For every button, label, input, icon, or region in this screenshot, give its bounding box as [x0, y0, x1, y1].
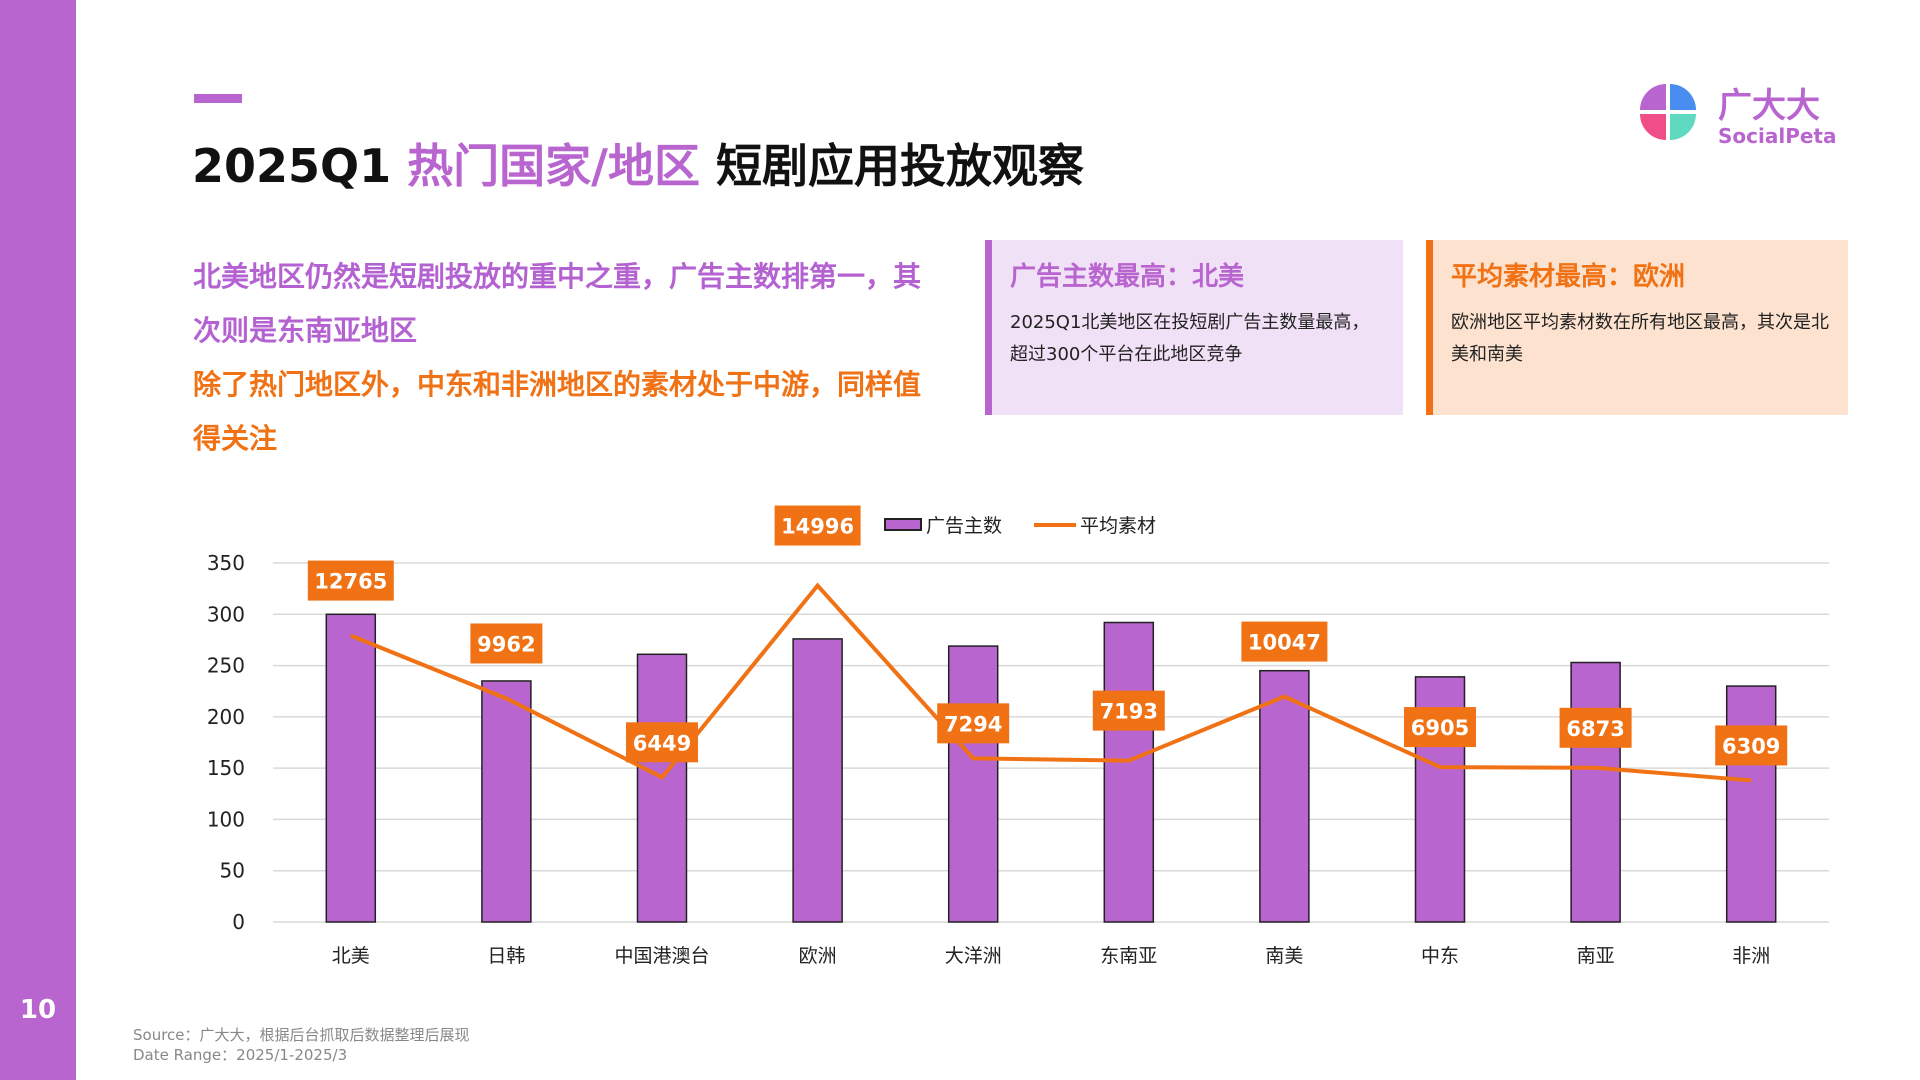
logo-text-en: SocialPeta	[1718, 124, 1837, 148]
bar	[1570, 661, 1621, 923]
card-top-creatives: 平均素材最高：欧洲 欧洲地区平均素材数在所有地区最高，其次是北美和南美	[1426, 240, 1848, 415]
data-label-box	[626, 722, 698, 763]
sidebar	[0, 0, 76, 1080]
data-label-box	[1241, 621, 1328, 662]
chart-legend: 广告主数 平均素材	[884, 511, 1156, 538]
y-tick-label: 50	[220, 859, 245, 883]
intro-text: 北美地区仍然是短剧投放的重中之重，广告主数排第一，其次则是东南亚地区 除了热门地…	[193, 250, 933, 466]
bar	[325, 613, 377, 923]
x-tick-label: 非洲	[1732, 945, 1770, 967]
card-body: 欧洲地区平均素材数在所有地区最高，其次是北美和南美	[1451, 312, 1829, 365]
y-tick-label: 200	[207, 705, 245, 729]
y-tick-label: 0	[232, 910, 245, 934]
x-tick-label: 大洋洲	[945, 945, 1002, 967]
data-label-box	[1092, 690, 1165, 731]
y-tick-label: 100	[207, 807, 245, 831]
data-label: 6449	[633, 731, 691, 755]
source-note: Source：广大大，根据后台抓取后数据整理后展现 Date Range：202…	[133, 1025, 470, 1065]
data-label: 7294	[944, 712, 1002, 736]
socialpeta-logo-icon	[1640, 84, 1696, 140]
legend-label-line: 平均素材	[1080, 515, 1157, 537]
logo-text-cn: 广大大	[1718, 86, 1820, 126]
bar	[481, 680, 532, 923]
card-body: 2025Q1北美地区在投短剧广告主数量最高，超过300个平台在此地区竞争	[1010, 312, 1370, 365]
x-tick-label: 北美	[332, 945, 370, 967]
title-suffix: 短剧应用投放观察	[715, 139, 1084, 193]
data-label-box	[774, 505, 861, 546]
y-tick-label: 250	[207, 654, 245, 678]
title-accent-bar	[194, 94, 242, 103]
line-series	[350, 582, 1752, 783]
date-range-text: Date Range：2025/1-2025/3	[133, 1046, 348, 1064]
bar	[1103, 621, 1155, 923]
data-label: 6873	[1566, 717, 1624, 741]
data-label-box	[1559, 707, 1632, 748]
data-label-box	[937, 703, 1010, 744]
legend-swatch-bar	[884, 518, 922, 531]
x-tick-label: 中东	[1421, 945, 1459, 967]
data-label: 10047	[1248, 631, 1321, 655]
data-label-box	[470, 623, 543, 664]
title-prefix: 2025Q1	[192, 139, 392, 193]
data-label-box	[1715, 725, 1788, 766]
card-top-advertisers: 广告主数最高：北美 2025Q1北美地区在投短剧广告主数量最高，超过300个平台…	[985, 240, 1403, 415]
legend-swatch-line	[1034, 522, 1077, 527]
x-tick-label: 南亚	[1577, 945, 1615, 967]
data-label: 12765	[314, 570, 387, 594]
x-tick-label: 东南亚	[1100, 945, 1157, 967]
bar	[636, 653, 688, 923]
intro-line-2: 除了热门地区外，中东和非洲地区的素材处于中游，同样值得关注	[193, 368, 922, 455]
bar	[792, 638, 843, 923]
data-label: 7193	[1100, 700, 1158, 724]
x-tick-label: 欧洲	[799, 945, 837, 967]
legend-label-bar: 广告主数	[926, 515, 1003, 537]
x-tick-label: 日韩	[487, 945, 525, 967]
intro-line-1: 北美地区仍然是短剧投放的重中之重，广告主数排第一，其次则是东南亚地区	[193, 260, 922, 347]
card-title: 广告主数最高：北美	[1010, 262, 1245, 292]
y-tick-label: 150	[207, 756, 245, 780]
data-label: 6905	[1411, 716, 1469, 740]
data-label-box	[307, 560, 394, 601]
bar	[1259, 669, 1310, 923]
y-tick-label: 300	[207, 602, 245, 626]
x-tick-label: 南美	[1265, 945, 1303, 967]
bar	[1725, 685, 1777, 923]
title-highlight: 热门国家/地区	[407, 139, 700, 193]
page-title: 2025Q1 热门国家/地区 短剧应用投放观察	[192, 130, 1084, 196]
data-label-box	[1404, 707, 1476, 748]
y-tick-label: 350	[207, 551, 245, 575]
data-label: 6309	[1722, 734, 1780, 758]
x-tick-label: 中国港澳台	[614, 945, 709, 967]
card-title: 平均素材最高：欧洲	[1451, 262, 1686, 292]
source-text: Source：广大大，根据后台抓取后数据整理后展现	[133, 1026, 470, 1044]
page-number: 10	[19, 995, 57, 1025]
data-label: 14996	[781, 515, 854, 539]
bar	[947, 645, 999, 923]
data-label: 9962	[477, 632, 535, 656]
